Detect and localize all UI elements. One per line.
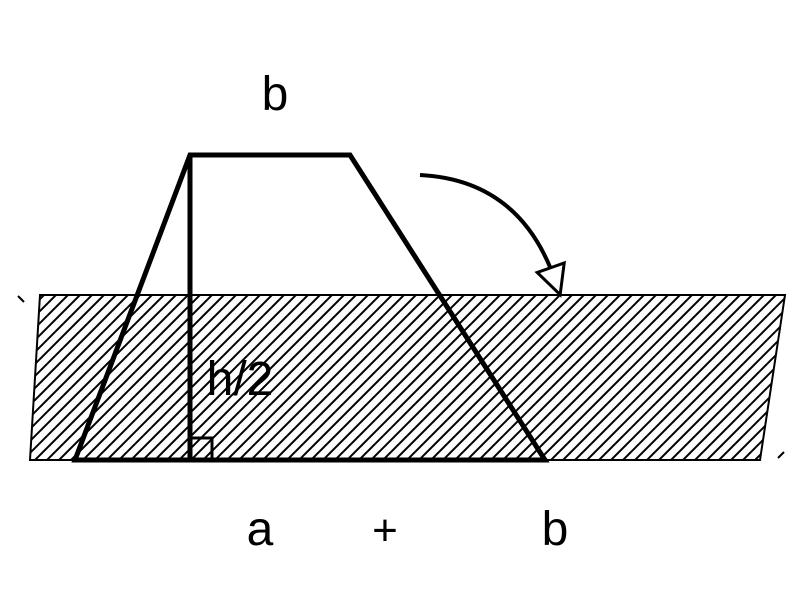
label-top-b: b xyxy=(262,68,289,121)
label-height: h/2 xyxy=(207,353,274,406)
tick-right xyxy=(778,452,784,458)
hatched-area xyxy=(0,285,800,470)
diagram-svg: b h/2 a + b xyxy=(0,0,800,600)
rotate-arrow-head xyxy=(537,263,564,295)
rotate-arrow-curve xyxy=(420,175,555,280)
label-base-a: a xyxy=(247,503,274,556)
label-base-b: b xyxy=(542,503,569,556)
tick-left xyxy=(18,296,24,302)
diagram-stage: b h/2 a + b xyxy=(0,0,800,600)
label-base-plus: + xyxy=(372,506,398,555)
